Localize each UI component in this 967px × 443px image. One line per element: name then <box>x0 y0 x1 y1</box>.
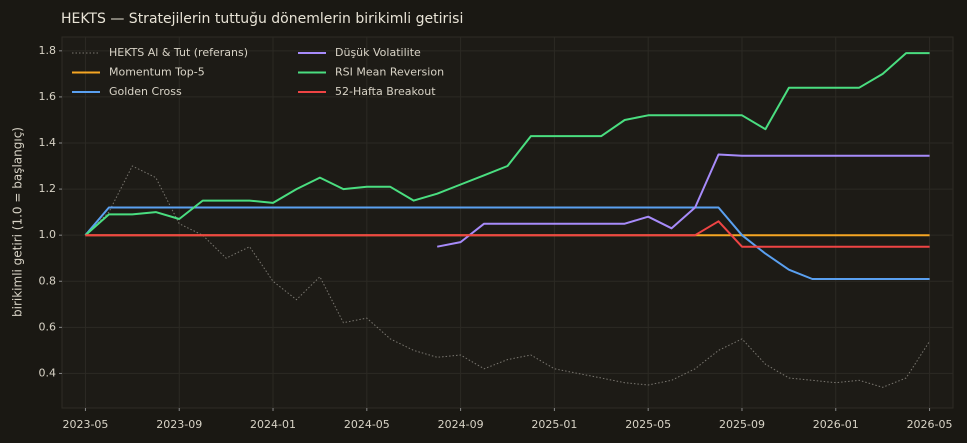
x-tick-label: 2025-09 <box>719 418 765 431</box>
series-line <box>84 52 930 236</box>
y-tick-label: 0.4 <box>39 366 57 379</box>
legend-label: 52-Hafta Breakout <box>335 85 436 98</box>
series-line <box>85 220 930 248</box>
x-tick-label: 2023-05 <box>62 418 108 431</box>
legend-label: RSI Mean Reversion <box>335 66 444 79</box>
chart-title: HEKTS — Stratejilerin tuttuğu dönemlerin… <box>61 11 463 27</box>
series-line <box>85 165 931 388</box>
plot-area <box>61 36 954 409</box>
x-tick-label: 2024-09 <box>438 418 484 431</box>
series-line <box>437 153 930 248</box>
legend-label: Düşük Volatilite <box>335 46 421 59</box>
y-axis-label: birikimli getiri (1.0 = başlangıç) <box>11 127 25 317</box>
series-line <box>84 206 930 280</box>
y-tick-label: 0.8 <box>39 274 57 287</box>
y-tick-label: 1.2 <box>39 182 57 195</box>
y-tick-label: 1.8 <box>39 44 57 57</box>
x-tick-label: 2024-01 <box>250 418 296 431</box>
y-tick-label: 1.4 <box>39 136 57 149</box>
x-tick-label: 2024-05 <box>344 418 390 431</box>
legend-label: Golden Cross <box>109 85 182 98</box>
y-tick-label: 1.0 <box>39 228 57 241</box>
legend-label: Momentum Top-5 <box>109 66 205 79</box>
x-tick-label: 2025-01 <box>531 418 577 431</box>
y-tick-label: 0.6 <box>39 320 57 333</box>
legend-label: HEKTS Al & Tut (referans) <box>109 46 248 59</box>
x-tick-label: 2026-01 <box>813 418 859 431</box>
y-tick-label: 1.6 <box>39 90 57 103</box>
x-tick-label: 2025-05 <box>625 418 671 431</box>
x-tick-label: 2026-05 <box>907 418 953 431</box>
x-tick-label: 2023-09 <box>156 418 202 431</box>
